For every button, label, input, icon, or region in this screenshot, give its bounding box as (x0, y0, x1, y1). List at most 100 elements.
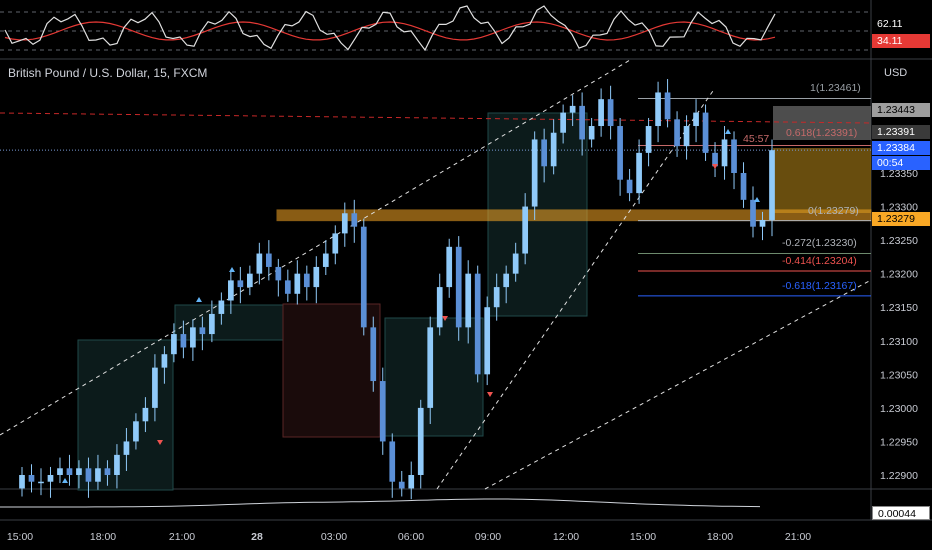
candle-body-7 (85, 468, 92, 482)
candle-body-41 (408, 475, 415, 489)
up-marker-3 (725, 129, 731, 134)
candle-body-74 (721, 139, 728, 167)
candle-body-19 (199, 327, 206, 335)
candle-body-21 (218, 300, 225, 314)
candle-body-20 (209, 313, 215, 335)
fib-label-414: -0.414(1.23204) (782, 255, 857, 267)
chart-title: British Pound / U.S. Dollar, 15, FXCM (8, 66, 208, 80)
candle-body-55 (541, 139, 547, 167)
candle-body-3 (47, 475, 54, 482)
down-marker-3 (712, 164, 718, 169)
candle-body-79 (769, 150, 775, 220)
red-dashed-line (0, 112, 872, 124)
price-tick-1: 1.23300 (880, 202, 918, 214)
currency-label[interactable]: USD (884, 67, 908, 79)
fib-label-0: 0(1.23279) (808, 205, 859, 217)
candle-body-32 (322, 253, 329, 267)
price-badge-fib0: 1.23279 (872, 212, 930, 226)
candle-body-50 (493, 287, 500, 308)
trendline-lower (484, 279, 872, 490)
range-zone (276, 209, 872, 222)
candle-body-31 (313, 266, 320, 288)
candle-body-18 (190, 327, 196, 348)
up-marker-4 (754, 197, 760, 202)
candle-body-69 (674, 119, 680, 147)
trendline-middle (436, 87, 716, 490)
candle-body-43 (427, 327, 434, 408)
candles-group (19, 79, 775, 500)
candle-body-75 (731, 139, 737, 173)
candle-body-34 (341, 213, 348, 234)
candle-body-48 (474, 273, 481, 375)
candle-body-68 (664, 92, 671, 120)
candle-body-70 (683, 126, 690, 147)
candle-body-9 (104, 468, 111, 475)
countdown-badge: 00:54 (872, 156, 930, 170)
time-tick-1: 18:00 (90, 531, 116, 543)
time-tick-2: 21:00 (169, 531, 195, 543)
time-tick-8: 15:00 (630, 531, 656, 543)
candle-body-54 (531, 139, 538, 207)
candle-body-52 (512, 253, 519, 274)
price-badge-high: 1.23443 (872, 103, 930, 117)
time-tick-7: 12:00 (553, 531, 579, 543)
candle-body-15 (161, 354, 168, 368)
candle-body-14 (152, 367, 158, 408)
candle-body-24 (247, 273, 253, 288)
candle-body-0 (19, 475, 25, 489)
candle-body-61 (598, 99, 604, 127)
candle-body-17 (180, 334, 187, 348)
candle-body-25 (256, 253, 263, 274)
down-marker-0 (157, 440, 163, 445)
candle-body-6 (76, 468, 82, 475)
price-tick-6: 1.23050 (880, 369, 918, 381)
candle-body-38 (379, 381, 386, 442)
candle-body-5 (66, 468, 73, 475)
up-marker-0 (62, 478, 68, 483)
candle-body-72 (702, 112, 709, 153)
fib-label-618: 0.618(1.23391) (786, 127, 858, 139)
trendline-upper (0, 59, 631, 436)
price-tick-8: 1.22950 (880, 436, 918, 448)
candle-body-63 (617, 126, 623, 180)
candle-body-60 (588, 126, 595, 140)
candle-body-13 (142, 407, 149, 422)
candle-body-56 (550, 132, 557, 167)
candle-body-39 (389, 441, 396, 482)
candle-body-67 (655, 92, 661, 127)
up-marker-2 (229, 267, 235, 272)
down-marker-2 (487, 392, 493, 397)
rsi-value-badge: 62.11 (872, 17, 930, 31)
price-tick-0: 1.23350 (880, 168, 918, 180)
timer-label: 45:57 (743, 133, 770, 145)
up-marker-1 (196, 297, 202, 302)
range-box-3 (384, 317, 484, 437)
candle-body-30 (303, 273, 310, 288)
candle-body-12 (133, 421, 139, 442)
candle-body-46 (455, 246, 462, 328)
candle-body-1 (28, 475, 35, 482)
candle-body-76 (740, 173, 747, 200)
rsi-signal-badge: 34.11 (872, 34, 930, 48)
candle-body-66 (645, 126, 652, 153)
time-tick-0: 15:00 (7, 531, 33, 543)
candle-body-73 (712, 152, 718, 167)
candle-body-36 (360, 226, 367, 328)
price-tick-5: 1.23100 (880, 336, 918, 348)
last-price-badge: 1.23384 (872, 141, 930, 155)
candle-body-2 (38, 481, 44, 484)
candle-body-77 (750, 199, 756, 227)
rsi-line (4, 5, 776, 52)
range-box-0 (77, 339, 174, 491)
volume-line (0, 498, 761, 508)
candle-body-16 (171, 334, 177, 355)
candle-body-58 (569, 105, 576, 113)
candle-body-22 (228, 280, 234, 301)
price-tick-9: 1.22900 (880, 470, 918, 482)
candle-body-4 (57, 468, 63, 475)
candle-body-57 (560, 112, 566, 133)
candle-body-37 (370, 327, 377, 382)
candle-body-10 (114, 454, 120, 475)
down-marker-1 (442, 316, 448, 321)
